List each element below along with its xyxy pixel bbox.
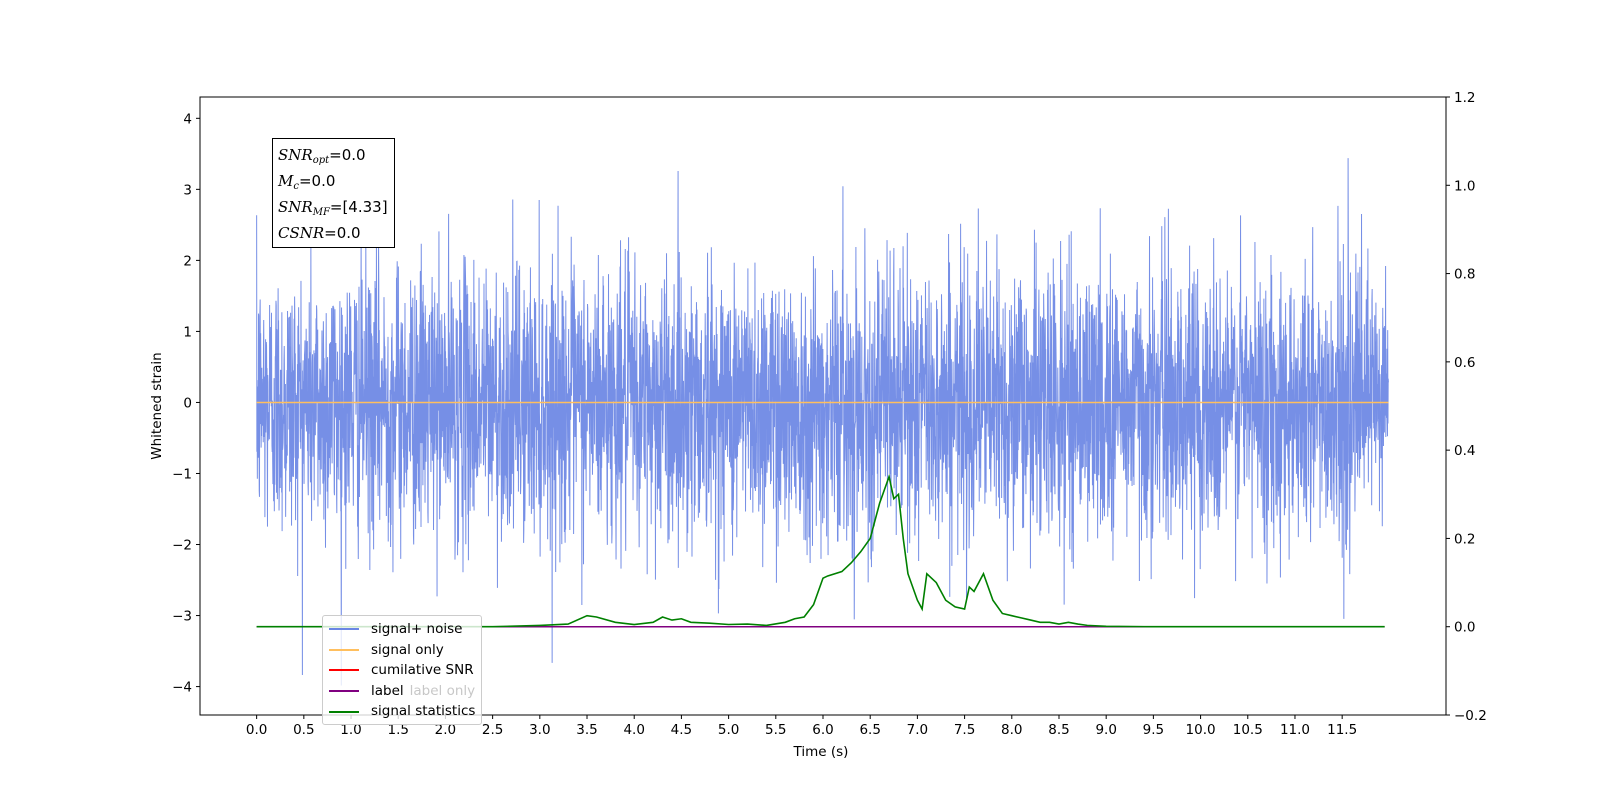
y-left-tick-label: −2 — [172, 538, 192, 554]
y-right-tick-label: −0.2 — [1454, 708, 1487, 724]
x-tick-label: 9.5 — [1143, 722, 1164, 738]
x-tick-label: 7.5 — [954, 722, 975, 738]
legend-swatch — [329, 669, 359, 672]
stats-annotation: SNRopt=0.0 Mc=0.0 SNRMF=[4.33] CSNR=0.0 — [272, 138, 395, 248]
x-tick-label: 0.5 — [293, 722, 314, 738]
x-axis-label: Time (s) — [793, 744, 849, 760]
legend-item-signal-noise: signal+ noise — [329, 619, 475, 640]
y-right-tick-label: 0.2 — [1454, 531, 1475, 547]
x-tick-label: 4.5 — [671, 722, 692, 738]
annotation-csnr: CSNR=0.0 — [278, 224, 361, 242]
x-tick-label: 8.0 — [1001, 722, 1022, 738]
legend-swatch — [329, 628, 359, 631]
annotation-snr-mf: SNRMF=[4.33] — [278, 198, 388, 218]
legend-swatch — [329, 710, 359, 713]
x-tick-label: 8.5 — [1048, 722, 1069, 738]
x-tick-label: 10.0 — [1186, 722, 1216, 738]
x-tick-label: 9.0 — [1095, 722, 1116, 738]
x-tick-label: 2.0 — [435, 722, 456, 738]
annotation-snr-opt: SNRopt=0.0 — [278, 146, 366, 166]
y-axis-label: Whitened strain — [149, 352, 165, 459]
y-right-tick-label: 0.8 — [1454, 267, 1475, 283]
series-signal-noise — [256, 158, 1389, 686]
y-left-tick-label: 2 — [183, 253, 192, 269]
y-left-tick-label: −4 — [172, 680, 192, 696]
x-tick-label: 1.0 — [340, 722, 361, 738]
legend-occluded-text: label only — [409, 682, 476, 699]
y-right-tick-label: 0.4 — [1454, 443, 1475, 459]
y-left-tick-label: 1 — [183, 324, 192, 340]
x-tick-label: 2.5 — [482, 722, 503, 738]
legend-item-signal-only: signal only — [329, 640, 475, 661]
x-tick-label: 5.5 — [765, 722, 786, 738]
y-axis-left: 4 3 2 1 0 −1 −2 −3 −4 — [172, 111, 200, 696]
y-left-tick-label: 0 — [183, 395, 192, 411]
series-signal-statistics — [256, 473, 1385, 628]
y-right-tick-label: 0.0 — [1454, 620, 1475, 636]
legend-swatch — [329, 690, 359, 693]
x-tick-label: 0.0 — [246, 722, 267, 738]
y-left-tick-label: 4 — [183, 111, 192, 127]
y-axis-right: 1.2 1.0 0.8 0.6 0.4 0.2 0.0 −0.2 — [1446, 90, 1487, 724]
x-axis: 0.0 0.5 1.0 1.5 2.0 2.5 3.0 3.5 4.0 4.5 5.0 5.5 6.0 6… — [246, 715, 1357, 738]
x-tick-label: 3.5 — [576, 722, 597, 738]
x-tick-label: 3.0 — [529, 722, 550, 738]
y-left-tick-label: −1 — [172, 466, 192, 482]
x-tick-label: 4.0 — [623, 722, 644, 738]
x-tick-label: 7.0 — [907, 722, 928, 738]
x-tick-label: 6.5 — [859, 722, 880, 738]
y-right-tick-label: 1.2 — [1454, 90, 1475, 106]
y-left-tick-label: 3 — [183, 182, 192, 198]
x-tick-label: 10.5 — [1233, 722, 1263, 738]
x-tick-label: 11.5 — [1327, 722, 1357, 738]
x-tick-label: 1.5 — [387, 722, 408, 738]
legend-item-signal-statistics: signal statistics — [329, 701, 475, 722]
annotation-mc: Mc=0.0 — [278, 172, 336, 192]
legend: signal+ noise signal only cumilative SNR… — [322, 615, 483, 725]
x-tick-label: 11.0 — [1280, 722, 1310, 738]
legend-item-cumulative-snr: cumilative SNR — [329, 660, 475, 681]
y-left-tick-label: −3 — [172, 609, 192, 625]
legend-item-label: label label only — [329, 681, 475, 702]
y-right-tick-label: 0.6 — [1454, 355, 1475, 371]
legend-swatch — [329, 648, 359, 651]
y-right-tick-label: 1.0 — [1454, 178, 1475, 194]
x-tick-label: 6.0 — [812, 722, 833, 738]
x-tick-label: 5.0 — [718, 722, 739, 738]
